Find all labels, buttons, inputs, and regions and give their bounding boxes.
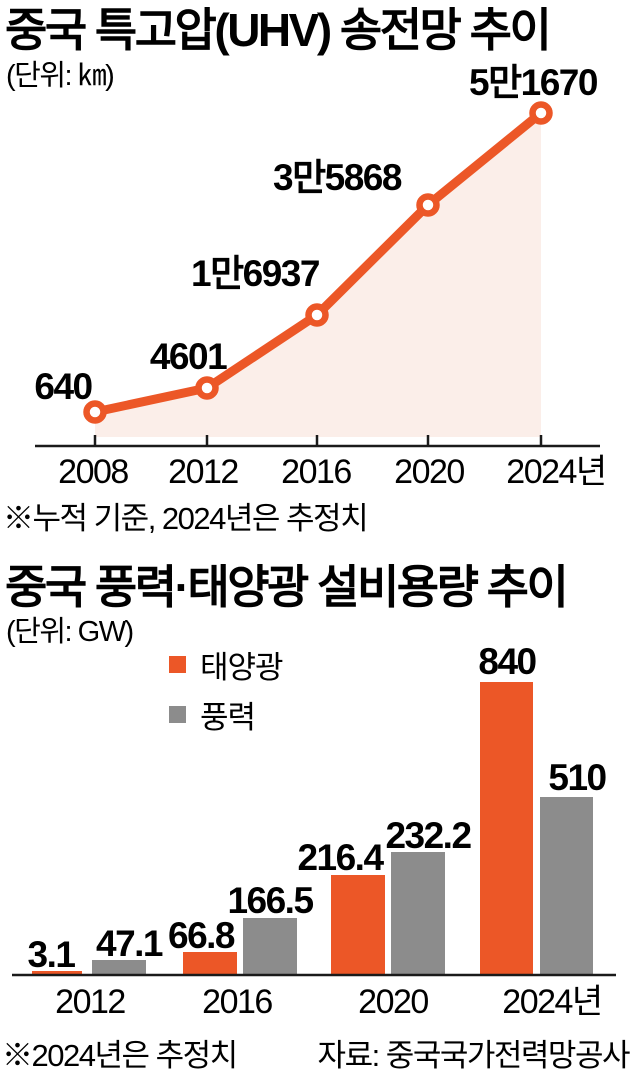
capacity-chart-title: 중국 풍력·태양광 설비용량 추이	[5, 561, 569, 613]
line-value-label: 1만6937	[191, 253, 320, 294]
data-point-marker	[83, 400, 107, 424]
capacity-unit-label: (단위: GW)	[6, 616, 134, 648]
data-point-marker	[529, 101, 553, 125]
source-credit: 자료: 중국국가전력망공사	[317, 1038, 631, 1073]
line-year-label: 2024년	[506, 453, 607, 491]
bar-value-label: 66.8	[167, 915, 236, 956]
bar-태양광	[480, 682, 533, 975]
bar-value-label: 166.5	[227, 880, 314, 921]
capacity-footnote: ※2024년은 추정치	[2, 1038, 238, 1073]
line-value-label: 640	[34, 366, 93, 407]
bar-value-label: 840	[478, 641, 537, 682]
data-point-marker	[416, 193, 440, 217]
line-year-label: 2016	[281, 453, 352, 491]
uhv-chart-title: 중국 특고압(UHV) 송전망 추이	[5, 4, 552, 56]
bar-year-label: 2012	[55, 983, 126, 1021]
bar-value-label: 232.2	[385, 815, 472, 856]
bar-value-label: 47.1	[95, 923, 164, 964]
line-value-label: 3만5868	[273, 157, 402, 198]
legend-wind-label: 풍력	[200, 700, 256, 735]
bar-year-label: 2016	[202, 983, 273, 1021]
line-value-label: 5만1670	[469, 62, 598, 103]
bar-year-label: 2024년	[502, 983, 603, 1021]
bar-value-label: 216.4	[297, 837, 384, 878]
data-point-marker	[195, 376, 219, 400]
legend-wind-swatch-icon	[169, 706, 186, 723]
line-value-label: 4601	[149, 336, 228, 377]
line-year-label: 2012	[168, 453, 239, 491]
legend-solar-swatch-icon	[169, 656, 186, 673]
bar-풍력	[243, 918, 297, 975]
line-area-fill	[95, 113, 541, 437]
bar-풍력	[391, 852, 445, 975]
bar-태양광	[32, 971, 82, 975]
bar-year-label: 2020	[358, 983, 429, 1021]
bar-태양광	[331, 875, 385, 975]
bar-value-label: 3.1	[27, 934, 76, 975]
uhv-footnote: ※누적 기준, 2024년은 추정치	[3, 501, 369, 536]
line-year-label: 2020	[394, 453, 465, 491]
data-point-marker	[305, 303, 329, 327]
bar-풍력	[92, 960, 146, 975]
bar-풍력	[540, 797, 593, 975]
bar-태양광	[183, 952, 237, 975]
uhv-unit-label: (단위: ㎞)	[6, 60, 115, 92]
legend-solar-label: 태양광	[200, 650, 284, 685]
bar-value-label: 510	[548, 757, 607, 798]
line-year-label: 2008	[58, 453, 129, 491]
